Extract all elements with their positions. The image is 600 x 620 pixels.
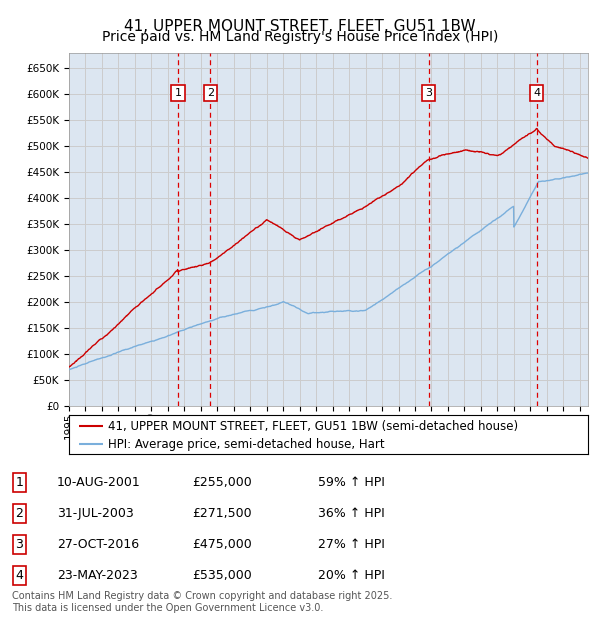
- Text: 3: 3: [425, 88, 432, 99]
- Text: £271,500: £271,500: [192, 507, 251, 520]
- Text: 59% ↑ HPI: 59% ↑ HPI: [318, 476, 385, 489]
- Text: 2: 2: [15, 507, 23, 520]
- Text: 10-AUG-2001: 10-AUG-2001: [57, 476, 141, 489]
- Text: 27% ↑ HPI: 27% ↑ HPI: [318, 538, 385, 551]
- Text: 27-OCT-2016: 27-OCT-2016: [57, 538, 139, 551]
- Text: 1: 1: [175, 88, 181, 99]
- Text: 3: 3: [15, 538, 23, 551]
- Text: 20% ↑ HPI: 20% ↑ HPI: [318, 569, 385, 582]
- Text: Price paid vs. HM Land Registry's House Price Index (HPI): Price paid vs. HM Land Registry's House …: [102, 30, 498, 44]
- Text: 4: 4: [15, 569, 23, 582]
- Text: £535,000: £535,000: [192, 569, 252, 582]
- Text: 41, UPPER MOUNT STREET, FLEET, GU51 1BW (semi-detached house): 41, UPPER MOUNT STREET, FLEET, GU51 1BW …: [108, 420, 518, 433]
- Text: 23-MAY-2023: 23-MAY-2023: [57, 569, 138, 582]
- Text: HPI: Average price, semi-detached house, Hart: HPI: Average price, semi-detached house,…: [108, 438, 385, 451]
- Text: 1: 1: [15, 476, 23, 489]
- Text: 4: 4: [533, 88, 541, 99]
- Text: 36% ↑ HPI: 36% ↑ HPI: [318, 507, 385, 520]
- Text: Contains HM Land Registry data © Crown copyright and database right 2025.
This d: Contains HM Land Registry data © Crown c…: [12, 591, 392, 613]
- Text: £475,000: £475,000: [192, 538, 252, 551]
- Text: 2: 2: [207, 88, 214, 99]
- Text: 41, UPPER MOUNT STREET, FLEET, GU51 1BW: 41, UPPER MOUNT STREET, FLEET, GU51 1BW: [124, 19, 476, 33]
- Text: 31-JUL-2003: 31-JUL-2003: [57, 507, 134, 520]
- Text: £255,000: £255,000: [192, 476, 252, 489]
